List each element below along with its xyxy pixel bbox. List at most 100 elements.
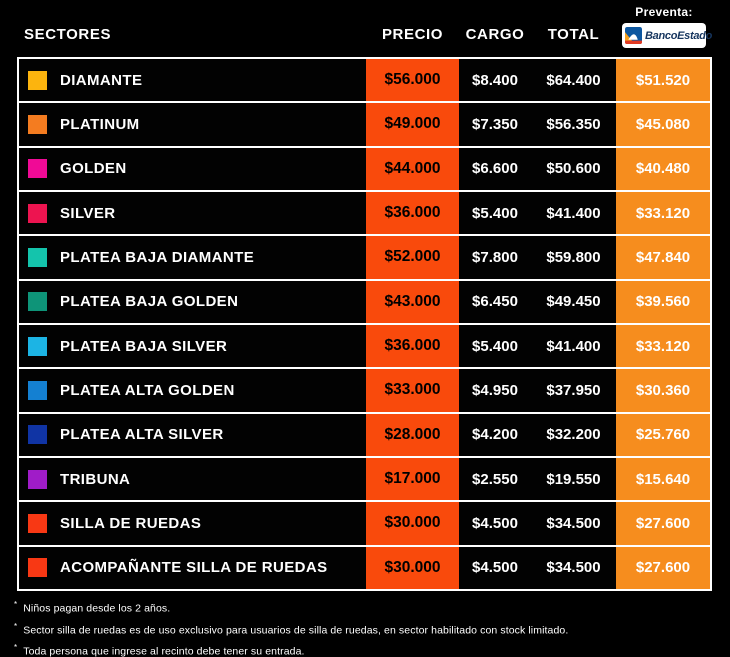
table-row: PLATINUM $49.000 $7.350 $56.350 $45.080 bbox=[19, 103, 710, 146]
sector-cell: PLATEA BAJA DIAMANTE bbox=[19, 236, 366, 278]
sector-cell: ACOMPAÑANTE SILLA DE RUEDAS bbox=[19, 547, 366, 589]
sector-cell: PLATEA BAJA GOLDEN bbox=[19, 281, 366, 323]
sector-name: PLATEA ALTA SILVER bbox=[60, 426, 224, 444]
cargo-cell: $6.450 bbox=[472, 293, 518, 311]
asterisk: * bbox=[14, 643, 18, 652]
sector-color-swatch bbox=[28, 558, 47, 578]
sector-name: PLATINUM bbox=[60, 115, 140, 133]
cargo-cell: $8.400 bbox=[472, 71, 518, 89]
table-row: SILVER $36.000 $5.400 $41.400 $33.120 bbox=[19, 191, 710, 235]
sector-name: SILLA DE RUEDAS bbox=[60, 514, 202, 532]
cargo-cell: $4.200 bbox=[472, 426, 518, 444]
sector-color-swatch bbox=[28, 159, 47, 179]
table-row: ACOMPAÑANTE SILLA DE RUEDAS $30.000 $4.5… bbox=[19, 546, 710, 589]
sector-name: GOLDEN bbox=[60, 160, 127, 178]
preventa-cell: $47.840 bbox=[616, 236, 710, 279]
cargo-cell: $7.350 bbox=[472, 115, 518, 133]
cargo-cell: $4.500 bbox=[472, 514, 518, 532]
precio-cell: $33.000 bbox=[366, 369, 459, 412]
cargo-cell: $5.400 bbox=[472, 337, 518, 355]
sector-color-swatch bbox=[28, 114, 47, 134]
total-cell: $34.500 bbox=[546, 514, 601, 532]
cargo-cell: $6.600 bbox=[472, 160, 518, 178]
sector-name: PLATEA BAJA SILVER bbox=[60, 337, 228, 355]
total-cell: $41.400 bbox=[546, 204, 601, 222]
precio-cell: $56.000 bbox=[366, 59, 459, 102]
sector-color-swatch bbox=[28, 247, 47, 267]
footnote: * Sector silla de ruedas es de uso exclus… bbox=[14, 618, 568, 640]
total-cell: $34.500 bbox=[546, 559, 601, 577]
total-cell: $19.550 bbox=[546, 470, 601, 488]
precio-cell: $52.000 bbox=[366, 236, 459, 279]
preventa-cell: $27.600 bbox=[616, 502, 710, 545]
table-row: PLATEA BAJA GOLDEN $43.000 $6.450 $49.45… bbox=[19, 280, 710, 323]
sector-color-swatch bbox=[28, 380, 47, 400]
table-row: SILLA DE RUEDAS $30.000 $4.500 $34.500 $… bbox=[19, 502, 710, 545]
footnote-text: Niños pagan desde los 2 años. bbox=[23, 602, 171, 615]
sector-name: TRIBUNA bbox=[60, 470, 131, 488]
asterisk: * bbox=[14, 600, 18, 609]
sector-name: PLATEA BAJA DIAMANTE bbox=[60, 248, 255, 266]
sector-color-swatch bbox=[28, 70, 47, 90]
cargo-cell: $4.950 bbox=[472, 381, 518, 399]
precio-cell: $30.000 bbox=[366, 546, 459, 589]
preventa-header: Preventa: BancoEstado bbox=[616, 5, 712, 48]
sector-color-swatch bbox=[28, 513, 47, 533]
table-row: PLATEA BAJA DIAMANTE $52.000 $7.800 $59.… bbox=[19, 236, 710, 279]
bancoestado-logo: BancoEstado bbox=[622, 23, 712, 48]
column-header-sectores: SECTORES bbox=[24, 26, 112, 43]
preventa-cell: $33.120 bbox=[616, 324, 710, 368]
precio-cell: $28.000 bbox=[366, 413, 459, 456]
total-cell: $49.450 bbox=[546, 293, 601, 311]
precio-cell: $36.000 bbox=[366, 324, 459, 368]
bancoestado-logo-icon bbox=[625, 27, 642, 44]
sector-color-swatch bbox=[28, 425, 47, 445]
total-cell: $64.400 bbox=[546, 71, 601, 89]
sector-cell: PLATEA ALTA GOLDEN bbox=[19, 369, 366, 411]
sector-color-swatch bbox=[28, 336, 47, 356]
precio-cell: $30.000 bbox=[366, 502, 459, 545]
sector-cell: SILLA DE RUEDAS bbox=[19, 502, 366, 544]
preventa-cell: $40.480 bbox=[616, 147, 710, 190]
total-cell: $41.400 bbox=[546, 337, 601, 355]
footnote: * Toda persona que ingrese al recinto deb… bbox=[14, 639, 568, 657]
sector-color-swatch bbox=[28, 292, 47, 312]
precio-cell: $17.000 bbox=[366, 457, 459, 501]
sector-name: ACOMPAÑANTE SILLA DE RUEDAS bbox=[60, 559, 328, 577]
bancoestado-logo-text: BancoEstado bbox=[645, 29, 712, 42]
sector-cell: GOLDEN bbox=[19, 148, 366, 190]
cargo-cell: $7.800 bbox=[472, 248, 518, 266]
sector-name: PLATEA ALTA GOLDEN bbox=[60, 381, 235, 399]
cargo-cell: $4.500 bbox=[472, 559, 518, 577]
table-row: GOLDEN $44.000 $6.600 $50.600 $40.480 bbox=[19, 147, 710, 190]
cargo-cell: $2.550 bbox=[472, 470, 518, 488]
sector-name: SILVER bbox=[60, 204, 116, 222]
table-row: PLATEA BAJA SILVER $36.000 $5.400 $41.40… bbox=[19, 324, 710, 368]
table-row: DIAMANTE $56.000 $8.400 $64.400 $51.520 bbox=[19, 59, 710, 102]
sector-cell: PLATEA BAJA SILVER bbox=[19, 325, 366, 367]
footnote-text: Sector silla de ruedas es de uso exclusi… bbox=[23, 624, 569, 636]
sector-cell: TRIBUNA bbox=[19, 458, 366, 500]
asterisk: * bbox=[14, 621, 18, 631]
sector-color-swatch bbox=[28, 469, 47, 489]
footnote: * Niños pagan desde los 2 años. bbox=[14, 596, 568, 618]
sector-cell: SILVER bbox=[19, 192, 366, 234]
total-cell: $56.350 bbox=[546, 115, 601, 133]
total-cell: $37.950 bbox=[546, 381, 601, 399]
total-cell: $59.800 bbox=[546, 248, 601, 266]
preventa-cell: $15.640 bbox=[616, 457, 710, 501]
preventa-label: Preventa: bbox=[635, 5, 693, 19]
preventa-cell: $27.600 bbox=[616, 546, 710, 589]
preventa-cell: $33.120 bbox=[616, 191, 710, 235]
footnote-text: Toda persona que ingrese al recinto debe… bbox=[23, 645, 305, 657]
sector-color-swatch bbox=[28, 203, 47, 223]
sector-name: DIAMANTE bbox=[60, 71, 143, 89]
precio-cell: $49.000 bbox=[366, 103, 459, 146]
total-cell: $50.600 bbox=[546, 160, 601, 178]
sector-cell: PLATINUM bbox=[19, 103, 366, 145]
precio-cell: $36.000 bbox=[366, 191, 459, 235]
preventa-cell: $39.560 bbox=[616, 280, 710, 323]
cargo-cell: $5.400 bbox=[472, 204, 518, 222]
footnotes: * Niños pagan desde los 2 años. * Sector s… bbox=[14, 596, 568, 657]
